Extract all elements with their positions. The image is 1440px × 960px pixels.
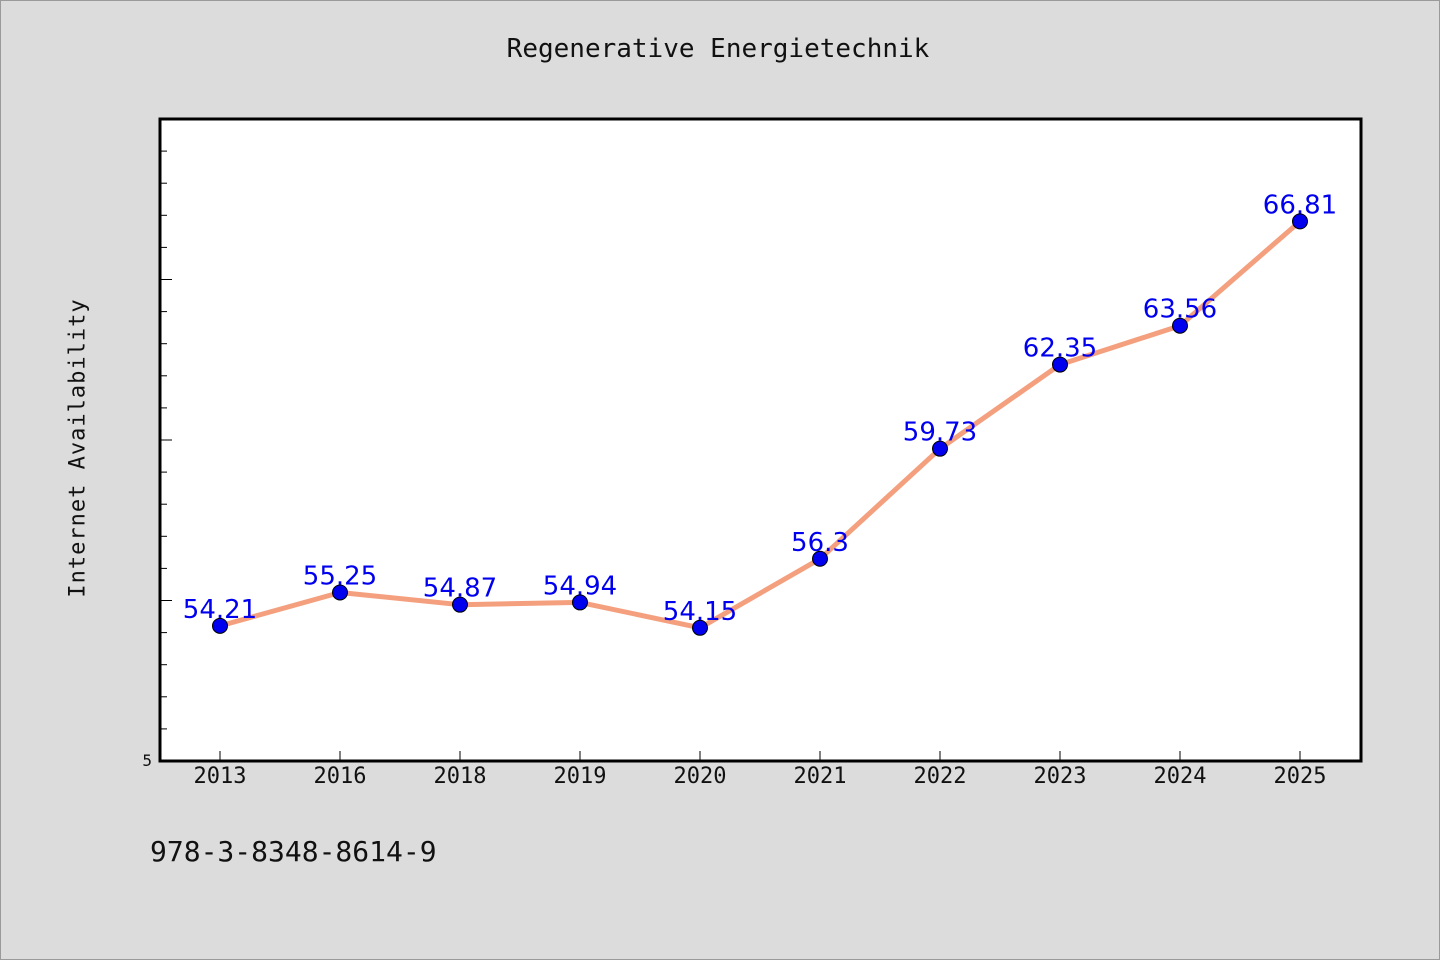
data-point <box>1292 213 1308 230</box>
x-tick-label: 2025 <box>1274 764 1327 789</box>
data-label: 62.35 <box>1023 334 1097 364</box>
x-tick-label: 2019 <box>554 764 607 789</box>
x-axis-tick-labels: 2013 2016 2018 2019 2020 2021 2022 2023 2024 2025 <box>194 751 1327 789</box>
data-point <box>932 440 948 457</box>
data-point <box>332 584 348 601</box>
x-tick-label: 2022 <box>914 764 967 789</box>
isbn-text: 978-3-8348-8614-9 <box>150 835 437 868</box>
plot-area <box>158 117 1363 763</box>
data-label: 66.81 <box>1263 190 1337 220</box>
data-point <box>812 550 828 567</box>
data-label: 54.15 <box>663 597 737 627</box>
x-tick-label: 2024 <box>1154 764 1207 789</box>
data-point <box>572 594 588 611</box>
data-point <box>1172 317 1188 334</box>
x-tick-label: 2016 <box>314 764 367 789</box>
data-point <box>1052 356 1068 373</box>
x-tick-label: 2020 <box>674 764 727 789</box>
y-tick-label: 5 <box>142 751 152 770</box>
x-tick-label: 2023 <box>1034 764 1087 789</box>
chart-title: Regenerative Energietechnik <box>506 34 930 64</box>
data-point <box>692 619 708 636</box>
data-point <box>452 596 468 613</box>
data-label: 55.25 <box>303 561 377 591</box>
data-labels: 54.21 55.25 54.87 54.94 54.15 56.3 59.73 62.35 6… <box>183 190 1337 626</box>
x-tick-label: 2018 <box>434 764 487 789</box>
x-tick-label: 2021 <box>794 764 847 789</box>
data-label: 54.94 <box>543 571 617 601</box>
data-label: 59.73 <box>903 418 977 448</box>
data-label: 54.21 <box>183 595 257 625</box>
data-label: 63.56 <box>1143 295 1217 325</box>
data-label: 56.3 <box>791 528 849 558</box>
data-label: 54.87 <box>423 574 497 604</box>
data-point <box>212 617 228 634</box>
series-markers <box>212 213 1308 636</box>
series-line <box>217 218 1303 631</box>
x-tick-label: 2013 <box>194 764 247 789</box>
y-axis-ticks <box>160 150 172 730</box>
